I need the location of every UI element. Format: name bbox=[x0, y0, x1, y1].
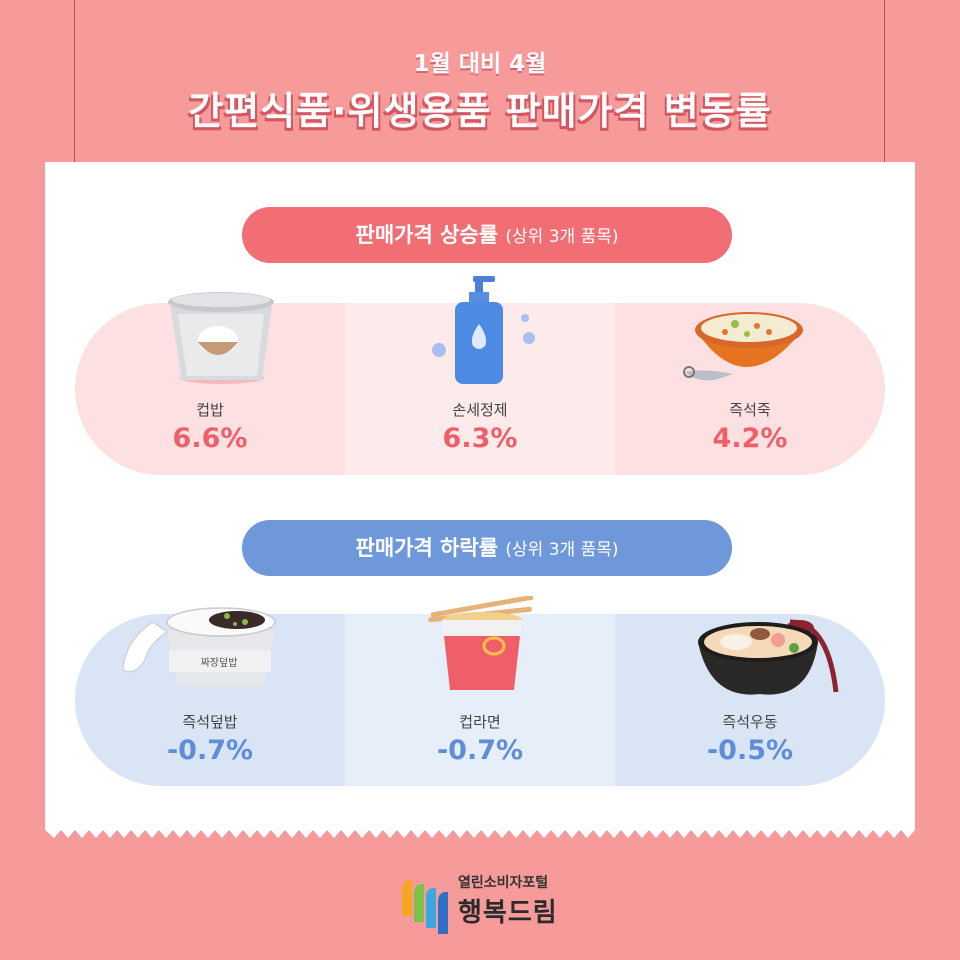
decrease-item-2: 컵라면 -0.7% bbox=[345, 711, 615, 766]
item-rate: -0.7% bbox=[436, 735, 524, 766]
increase-section-label: 판매가격 상승률 bbox=[355, 223, 499, 247]
increase-item-2: 손세정제 6.3% bbox=[345, 399, 615, 454]
rice-bowl-icon: 짜장덮밥 bbox=[122, 607, 276, 686]
item-name: 즉석우동 bbox=[722, 713, 778, 731]
decrease-item-3: 즉석우동 -0.5% bbox=[615, 711, 885, 766]
increase-item-3: 즉석죽 4.2% bbox=[615, 399, 885, 454]
decrease-section-label: 판매가격 하락률 bbox=[355, 536, 499, 560]
hanging-string-left bbox=[74, 0, 75, 192]
item-rate: -0.5% bbox=[706, 735, 794, 766]
cup-noodle-icon bbox=[428, 596, 534, 690]
cup-rice-icon bbox=[168, 292, 274, 384]
brand-name-small: 열린소비자포털 bbox=[458, 875, 549, 891]
increase-section-header: 판매가격 상승률 (상위 3개 품목) bbox=[242, 207, 732, 263]
decrease-item-1: 즉석덮밥 -0.7% bbox=[75, 711, 345, 766]
decrease-section-note: (상위 3개 품목) bbox=[505, 540, 619, 560]
item-rate: 6.3% bbox=[442, 423, 518, 454]
brand-name-large: 행복드림 bbox=[458, 898, 558, 928]
item-name: 컵라면 bbox=[459, 713, 501, 731]
card-zigzag-edge bbox=[45, 828, 915, 838]
decrease-section-header: 판매가격 하락률 (상위 3개 품목) bbox=[242, 520, 732, 576]
item-name: 컵밥 bbox=[196, 401, 224, 419]
increase-section-note: (상위 3개 품목) bbox=[505, 227, 619, 247]
increase-item-1: 컵밥 6.6% bbox=[75, 399, 345, 454]
porridge-bowl-icon bbox=[683, 312, 803, 381]
item-name: 손세정제 bbox=[452, 401, 508, 419]
hand-soap-icon bbox=[432, 276, 535, 384]
item-name: 즉석덮밥 bbox=[182, 713, 238, 731]
brand-mark-icon bbox=[402, 880, 448, 934]
udon-bowl-icon bbox=[698, 619, 839, 695]
item-rate: -0.7% bbox=[166, 735, 254, 766]
page-subtitle: 1월 대비 4월 bbox=[413, 51, 547, 77]
package-label: 짜장덮밥 bbox=[201, 657, 238, 669]
brand-logo: 열린소비자포털 행복드림 bbox=[398, 870, 588, 940]
item-rate: 6.6% bbox=[172, 423, 248, 454]
item-rate: 4.2% bbox=[712, 423, 788, 454]
page-title: 간편식품·위생용품 판매가격 변동률 bbox=[188, 89, 772, 133]
item-name: 즉석죽 bbox=[729, 401, 771, 419]
hanging-string-right bbox=[884, 0, 885, 192]
